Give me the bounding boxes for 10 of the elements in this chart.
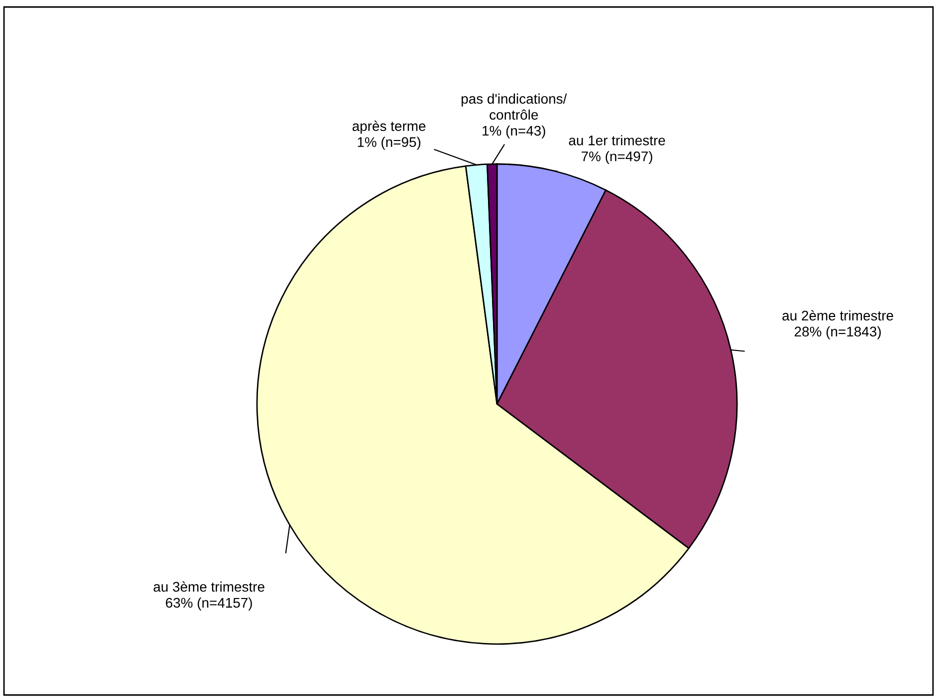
slice-label: pas d'indications/ contrôle [462, 94, 567, 120]
slice-label: après terme [352, 120, 426, 134]
slice-label: au 1er trimestre [568, 135, 666, 146]
data-label: 1% (n=43) [482, 125, 546, 138]
slice-label: au 2ème trimestre [782, 310, 894, 321]
data-label: 28% (n=1843) [794, 326, 881, 340]
data-label: 7% (n=497) [582, 151, 652, 164]
data-label: 1% (n=95) [358, 136, 420, 150]
data-label: 63% (n=4157) [166, 598, 252, 610]
slice-label: au 3ème trimestre [154, 581, 264, 592]
